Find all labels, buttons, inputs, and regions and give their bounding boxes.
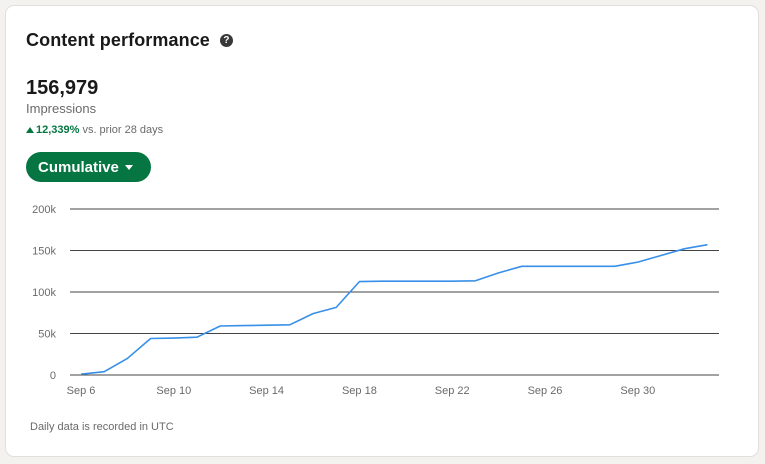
- impressions-line-chart: 0 50k 100k 150k 200k Sep 6 Sep 10 Sep 14 Sep 18 S…: [32, 204, 719, 397]
- data-point[interactable]: [217, 323, 223, 329]
- data-point[interactable]: [612, 263, 618, 269]
- change-percentage: 12,339%: [36, 124, 80, 136]
- y-tick-label: 200k: [32, 204, 56, 216]
- data-point[interactable]: [78, 371, 84, 377]
- y-tick-label: 50k: [38, 329, 56, 341]
- x-tick-label: Sep 26: [528, 385, 563, 397]
- cumulative-dropdown-button[interactable]: Cumulative: [26, 152, 151, 182]
- data-point[interactable]: [310, 311, 316, 317]
- data-point[interactable]: [264, 322, 270, 328]
- data-point[interactable]: [101, 369, 107, 375]
- x-tick-label: Sep 30: [620, 385, 655, 397]
- data-point[interactable]: [403, 278, 409, 284]
- impressions-series-line: [80, 243, 708, 375]
- data-point[interactable]: [496, 270, 502, 276]
- impressions-change: 12,339% vs. prior 28 days: [26, 124, 163, 136]
- y-tick-label: 100k: [32, 287, 56, 299]
- x-tick-label: Sep 18: [342, 385, 377, 397]
- impressions-label: Impressions: [26, 101, 97, 116]
- data-point[interactable]: [449, 278, 455, 284]
- data-point[interactable]: [356, 279, 362, 285]
- y-tick-label: 150k: [32, 246, 56, 258]
- x-tick-label: Sep 22: [435, 385, 470, 397]
- data-point[interactable]: [148, 335, 154, 341]
- change-comparison-text: vs. prior 28 days: [82, 124, 164, 136]
- data-point[interactable]: [635, 259, 641, 265]
- card-title: Content performance: [26, 30, 210, 50]
- data-point[interactable]: [565, 263, 571, 269]
- dropdown-label: Cumulative: [38, 158, 119, 176]
- x-tick-label: Sep 6: [67, 385, 96, 397]
- content-performance-card: Content performance ? 156,979 Impression…: [6, 6, 758, 456]
- utc-footnote: Daily data is recorded in UTC: [30, 421, 174, 433]
- data-point[interactable]: [380, 278, 386, 284]
- data-point[interactable]: [240, 323, 246, 329]
- data-point[interactable]: [426, 278, 432, 284]
- data-point[interactable]: [194, 334, 200, 340]
- data-point[interactable]: [542, 263, 548, 269]
- data-point[interactable]: [333, 304, 339, 310]
- x-tick-label: Sep 14: [249, 385, 284, 397]
- data-point[interactable]: [124, 355, 130, 361]
- data-point[interactable]: [658, 252, 664, 258]
- data-point[interactable]: [287, 322, 293, 328]
- caret-down-icon: [124, 164, 133, 170]
- x-tick-label: Sep 10: [156, 385, 191, 397]
- impressions-value: 156,979: [26, 77, 99, 99]
- data-point[interactable]: [171, 335, 177, 341]
- y-tick-label: 0: [50, 370, 56, 382]
- data-point[interactable]: [472, 278, 478, 284]
- data-point[interactable]: [588, 263, 594, 269]
- data-point[interactable]: [519, 263, 525, 269]
- trend-up-icon: [26, 127, 34, 133]
- question-circle-icon[interactable]: ?: [219, 34, 233, 47]
- card-header: Content performance ?: [26, 30, 233, 51]
- data-point[interactable]: [704, 242, 710, 248]
- data-point[interactable]: [681, 246, 687, 252]
